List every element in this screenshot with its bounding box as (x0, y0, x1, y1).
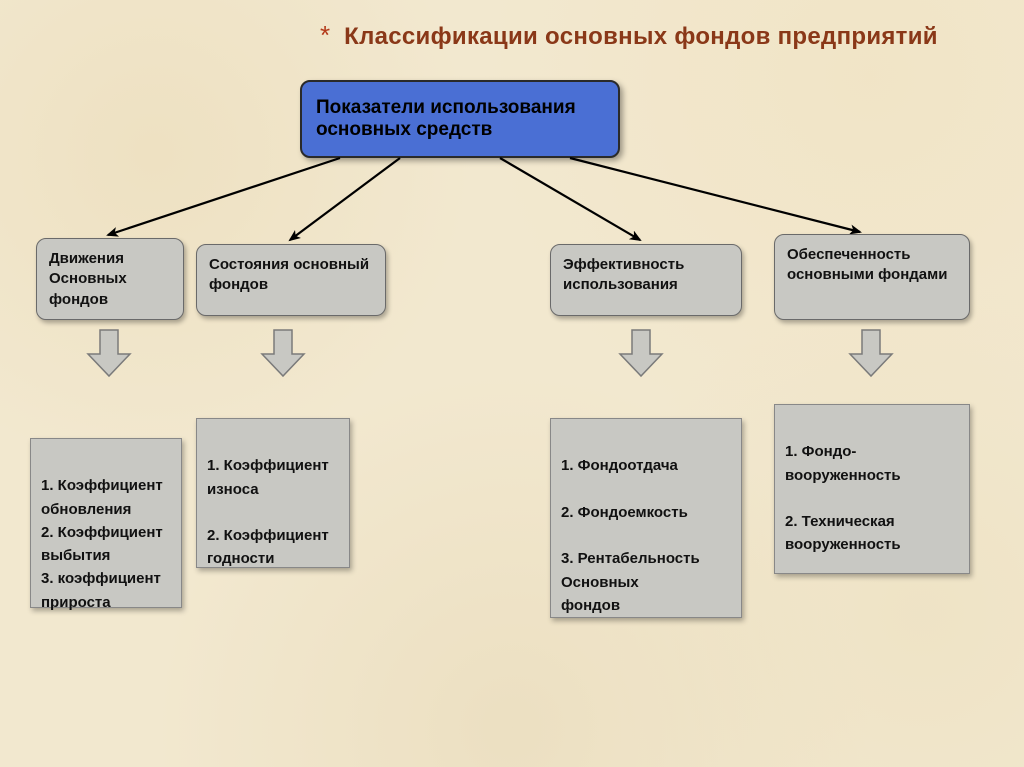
down-arrow-icon (260, 328, 306, 378)
title-row: * Классификации основных фондов предприя… (320, 22, 938, 51)
asterisk-icon: * (320, 22, 330, 48)
category-node-4: Обеспеченность основными фондами (774, 234, 970, 320)
category-node-3: Эффективность использования (550, 244, 742, 316)
category-node-2: Состояния основный фондов (196, 244, 386, 316)
category-label: Обеспеченность основными фондами (787, 245, 957, 286)
page-title: Классификации основных фондов предприяти… (344, 23, 938, 51)
category-label: Состояния основный фондов (209, 255, 373, 296)
category-label: Эффективность использования (563, 255, 729, 296)
detail-node-3: 1. Фондоотдача 2. Фондоемкость 3. Рентаб… (550, 418, 742, 618)
detail-text: 1. Коэффициент обновления 2. Коэффициент… (41, 477, 163, 610)
detail-node-1: 1. Коэффициент обновления 2. Коэффициент… (30, 438, 182, 608)
down-arrow-icon (618, 328, 664, 378)
detail-node-2: 1. Коэффициент износа 2. Коэффициент год… (196, 418, 350, 568)
category-label: Движения Основных фондов (49, 249, 127, 310)
detail-text: 1. Фондо- вооруженность 2. Техническая в… (785, 443, 901, 553)
detail-text: 1. Фондоотдача 2. Фондоемкость 3. Рентаб… (561, 457, 700, 614)
category-node-1: Движения Основных фондов (36, 238, 184, 320)
root-node-label: Показатели использования основных средст… (316, 97, 604, 141)
detail-text: 1. Коэффициент износа 2. Коэффициент год… (207, 457, 329, 567)
down-arrow-icon (86, 328, 132, 378)
detail-node-4: 1. Фондо- вооруженность 2. Техническая в… (774, 404, 970, 574)
down-arrow-icon (848, 328, 894, 378)
root-node: Показатели использования основных средст… (300, 80, 620, 158)
